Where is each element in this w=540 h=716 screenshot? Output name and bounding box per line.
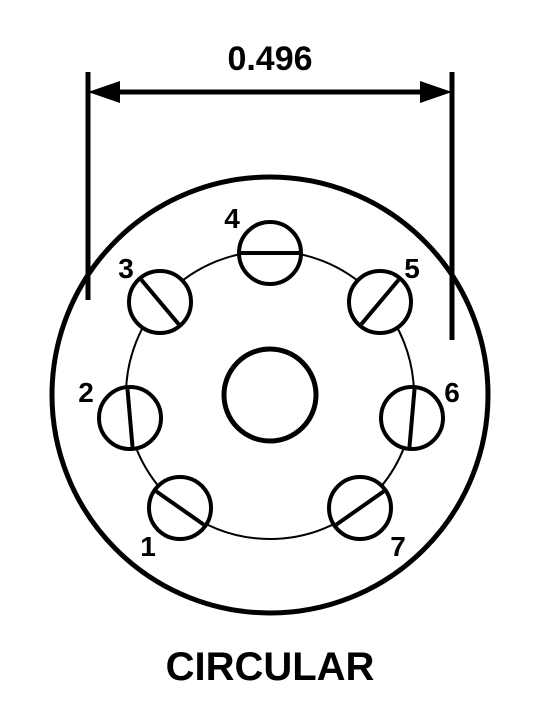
dim-label: 0.496 [227,40,312,78]
pin-label-7: 7 [390,531,406,562]
pin-label-3: 3 [118,253,134,284]
pin-label-2: 2 [78,377,94,408]
pin-label-4: 4 [224,203,240,234]
pin-label-6: 6 [444,377,460,408]
background [0,0,540,716]
pin-label-1: 1 [140,531,156,562]
pin-label-5: 5 [404,253,420,284]
caption: CIRCULAR [166,645,375,689]
